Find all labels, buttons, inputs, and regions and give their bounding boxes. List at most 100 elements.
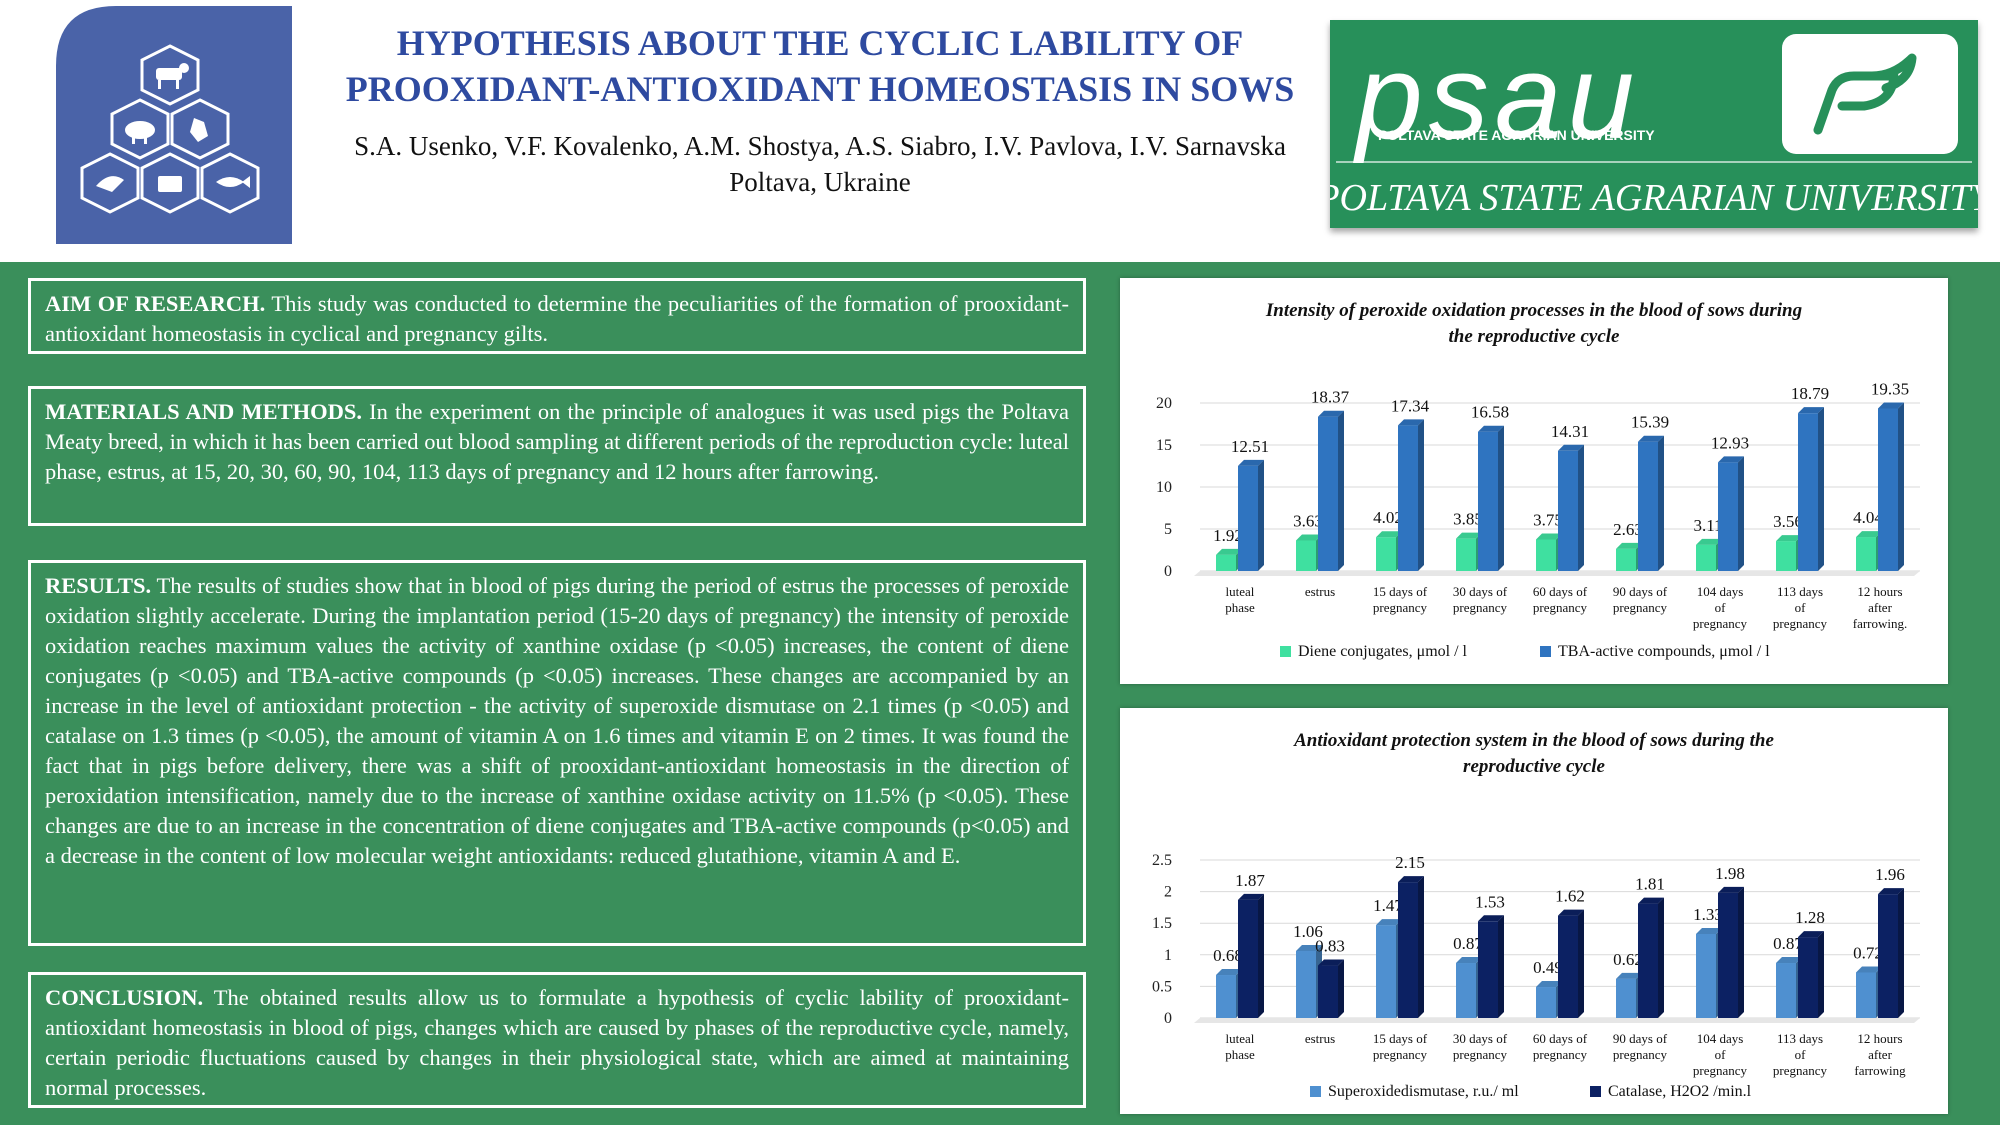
data-label: 1.81 [1635, 875, 1665, 894]
bar [1398, 882, 1418, 1018]
bar [1216, 554, 1236, 571]
results-heading: RESULTS. [45, 573, 152, 598]
bar [1318, 416, 1338, 571]
bar-top [1856, 966, 1882, 973]
data-label: 15.39 [1631, 413, 1669, 432]
bar-top [1878, 888, 1904, 895]
x-tick-label: of [1795, 1047, 1807, 1062]
y-tick-label: 0 [1164, 563, 1172, 580]
x-tick-label: 12 hours [1857, 1031, 1902, 1046]
data-label: 1.53 [1475, 892, 1505, 911]
aim-heading: AIM OF RESEARCH. [45, 291, 266, 316]
bar-side [1258, 893, 1264, 1018]
data-label: 0.87 [1453, 934, 1483, 953]
bar [1558, 915, 1578, 1018]
bar [1216, 975, 1236, 1018]
data-label: 12.51 [1231, 437, 1269, 456]
bar [1296, 540, 1316, 571]
x-tick-label: pregnancy [1773, 1063, 1828, 1078]
bar-side [1338, 410, 1344, 571]
bar-top [1558, 909, 1584, 916]
y-tick-label: 2.5 [1152, 852, 1172, 869]
x-tick-label: pregnancy [1453, 600, 1508, 615]
x-tick-label: 113 days [1777, 1031, 1823, 1046]
results-section: RESULTS. The results of studies show tha… [28, 560, 1086, 946]
pig-icon [110, 98, 170, 160]
bar [1536, 987, 1556, 1018]
poster-title: HYPOTHESIS ABOUT THE CYCLIC LABILITY OF … [320, 20, 1320, 112]
x-tick-label: pregnancy [1453, 1047, 1508, 1062]
data-label: 3.85 [1453, 510, 1483, 529]
livestock-logo [56, 6, 292, 244]
bar-top [1776, 957, 1802, 964]
x-tick-label: phase [1225, 600, 1255, 615]
x-tick-label: pregnancy [1693, 616, 1748, 631]
psau-wordmark: psau [1353, 30, 1640, 164]
x-tick-label: 113 days [1777, 584, 1823, 599]
x-tick-label: pregnancy [1773, 616, 1828, 631]
x-tick-label: 12 hours [1857, 584, 1902, 599]
bar [1558, 450, 1578, 571]
data-label: 1.47 [1373, 896, 1403, 915]
y-tick-label: 1.5 [1152, 915, 1172, 932]
bar-top [1878, 402, 1904, 409]
data-label: 0.62 [1613, 950, 1643, 969]
psau-subline: POLTAVA STATE AGRARIAN UNIVERSITY [1378, 127, 1655, 143]
bar-top [1616, 972, 1642, 979]
x-tick-label: pregnancy [1693, 1063, 1748, 1078]
x-tick-label: after [1868, 600, 1892, 615]
bar-top [1856, 531, 1882, 538]
data-label: 1.28 [1795, 908, 1825, 927]
bar [1856, 537, 1876, 571]
bar [1478, 431, 1498, 571]
conclusion-section: CONCLUSION. The obtained results allow u… [28, 972, 1086, 1108]
bar [1318, 965, 1338, 1018]
x-tick-label: luteal [1226, 584, 1255, 599]
bar-top [1478, 425, 1504, 432]
leaf-icon [1813, 53, 1917, 135]
x-tick-label: pregnancy [1533, 1047, 1588, 1062]
bar-side [1738, 456, 1744, 571]
bar-side [1818, 931, 1824, 1018]
bar [1798, 413, 1818, 571]
bar-side [1258, 459, 1264, 571]
x-tick-label: 15 days of [1373, 584, 1428, 599]
bar-top [1638, 897, 1664, 904]
data-label: 1.62 [1555, 887, 1585, 906]
conclusion-heading: CONCLUSION. [45, 985, 204, 1010]
bar [1696, 933, 1716, 1018]
data-label: 18.79 [1791, 384, 1829, 403]
x-tick-label: pregnancy [1613, 1047, 1668, 1062]
bird-icon [80, 152, 140, 214]
x-tick-label: 90 days of [1613, 584, 1668, 599]
legend-swatch [1280, 646, 1291, 657]
bar [1238, 465, 1258, 571]
x-tick-label: 30 days of [1453, 584, 1508, 599]
poster-body: AIM OF RESEARCH. This study was conducte… [0, 262, 2000, 1125]
data-label: 18.37 [1311, 388, 1350, 407]
data-label: 1.98 [1715, 864, 1745, 883]
y-tick-label: 20 [1156, 395, 1172, 412]
data-label: 3.63 [1293, 512, 1323, 531]
bar-side [1658, 435, 1664, 571]
chart-peroxide-svg: Intensity of peroxide oxidation processe… [1156, 300, 1920, 660]
legend-entry: Diene conjugates, μmol / l [1298, 643, 1468, 660]
bar-side [1818, 407, 1824, 571]
poster-header: HYPOTHESIS ABOUT THE CYCLIC LABILITY OF … [0, 0, 2000, 262]
bar [1296, 951, 1316, 1018]
aim-text: This study was conducted to determine th… [45, 291, 1069, 346]
bar-top [1536, 533, 1562, 540]
x-tick-label: phase [1225, 1047, 1255, 1062]
fish-icon [200, 152, 260, 214]
bar [1376, 925, 1396, 1018]
bar-top [1638, 435, 1664, 442]
bar-top [1776, 535, 1802, 542]
data-label: 16.58 [1471, 403, 1509, 422]
bar-top [1296, 534, 1322, 541]
psau-fullname: POLTAVA STATE AGRARIAN UNIVERSITY [1330, 177, 1978, 219]
x-tick-label: 60 days of [1533, 1031, 1588, 1046]
leaf-badge [1782, 34, 1958, 154]
bar-top [1536, 981, 1562, 988]
x-tick-label: farrowing [1854, 1063, 1906, 1078]
data-label: 4.04 [1853, 508, 1883, 527]
